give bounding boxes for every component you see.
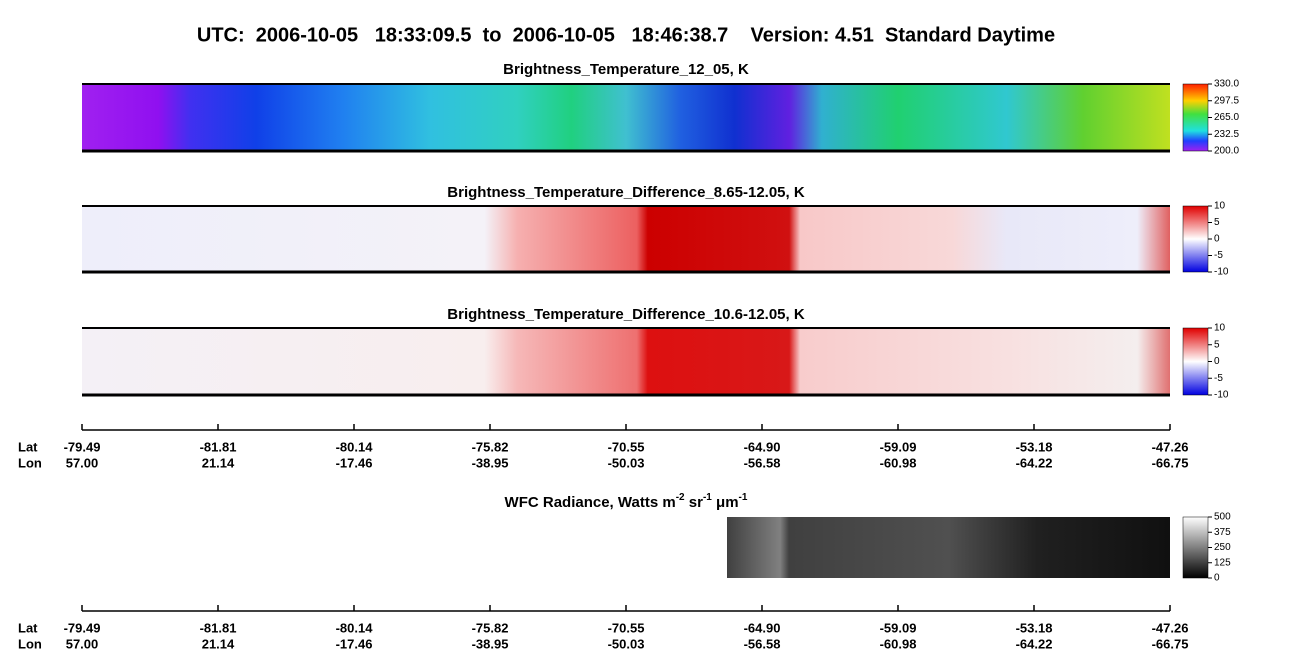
axis-label: Lat xyxy=(18,439,38,454)
colorbar-label: 500 xyxy=(1214,512,1231,523)
axis-label: Lon xyxy=(18,455,42,470)
colorbar xyxy=(1182,327,1209,396)
lon-label: -56.58 xyxy=(744,455,781,470)
colorbar-label: 10 xyxy=(1214,323,1226,334)
lon-label: -60.98 xyxy=(880,636,917,651)
page-title: UTC: 2006-10-05 18:33:09.5 to 2006-10-05… xyxy=(197,24,1055,46)
colorbar-label: -10 xyxy=(1214,390,1229,401)
lon-label: 21.14 xyxy=(202,636,235,651)
image-panel xyxy=(727,517,1170,578)
panel-title: Brightness_Temperature_Difference_8.65-1… xyxy=(447,184,805,201)
colorbar xyxy=(1182,83,1209,152)
colorbar-label: -10 xyxy=(1214,267,1229,278)
colorbar-label: 5 xyxy=(1214,217,1220,228)
colorbar-label: 250 xyxy=(1214,542,1231,553)
lat-label: -80.14 xyxy=(336,439,374,454)
image-panel xyxy=(82,328,1170,395)
colorbar xyxy=(1182,516,1209,579)
panel-title: Brightness_Temperature_Difference_10.6-1… xyxy=(447,306,805,323)
colorbar-label: 265.0 xyxy=(1214,112,1239,123)
superscript: -2 xyxy=(676,492,685,503)
axis-label: Lat xyxy=(18,620,38,635)
lon-label: 57.00 xyxy=(66,455,99,470)
lat-label: -53.18 xyxy=(1016,620,1053,635)
colorbar-label: 200.0 xyxy=(1214,146,1239,157)
superscript: -1 xyxy=(739,492,748,503)
image-panel xyxy=(82,206,1170,272)
panel-title: Brightness_Temperature_12_05, K xyxy=(503,61,749,78)
lon-label: -50.03 xyxy=(608,636,645,651)
lon-label: -60.98 xyxy=(880,455,917,470)
lon-label: 21.14 xyxy=(202,455,235,470)
lon-label: -66.75 xyxy=(1152,455,1189,470)
lat-label: -81.81 xyxy=(200,620,237,635)
lat-label: -70.55 xyxy=(608,439,645,454)
lon-label: -50.03 xyxy=(608,455,645,470)
panel-title: WFC Radiance, Watts m-2 sr-1 μm-1 xyxy=(505,492,748,511)
lon-label: -17.46 xyxy=(336,636,373,651)
lat-label: -47.26 xyxy=(1152,439,1189,454)
lat-label: -81.81 xyxy=(200,439,237,454)
lon-label: -38.95 xyxy=(472,636,509,651)
colorbar xyxy=(1182,205,1209,273)
lat-label: -75.82 xyxy=(472,620,509,635)
colorbar-label: -5 xyxy=(1214,250,1223,261)
colorbar-label: 125 xyxy=(1214,557,1231,568)
title-part: sr xyxy=(685,494,704,511)
lon-label: -38.95 xyxy=(472,455,509,470)
lon-label: -17.46 xyxy=(336,455,373,470)
colorbar-label: 232.5 xyxy=(1214,129,1239,140)
colorbar-label: 0 xyxy=(1214,234,1220,245)
lat-label: -75.82 xyxy=(472,439,509,454)
lon-label: 57.00 xyxy=(66,636,99,651)
image-panel xyxy=(82,84,1170,151)
lat-label: -59.09 xyxy=(880,620,917,635)
lat-label: -80.14 xyxy=(336,620,374,635)
lon-label: -66.75 xyxy=(1152,636,1189,651)
lon-label: -64.22 xyxy=(1016,636,1053,651)
lat-label: -47.26 xyxy=(1152,620,1189,635)
lat-label: -64.90 xyxy=(744,620,781,635)
colorbar-label: -5 xyxy=(1214,373,1223,384)
colorbar-label: 0 xyxy=(1214,356,1220,367)
colorbar-label: 10 xyxy=(1214,201,1226,212)
lat-label: -64.90 xyxy=(744,439,781,454)
superscript: -1 xyxy=(703,492,712,503)
colorbar-label: 297.5 xyxy=(1214,95,1239,106)
colorbar-label: 0 xyxy=(1214,573,1220,584)
lat-label: -79.49 xyxy=(64,439,101,454)
lat-label: -59.09 xyxy=(880,439,917,454)
title-part: μm xyxy=(712,494,739,511)
lon-label: -56.58 xyxy=(744,636,781,651)
title-part: WFC Radiance, Watts m xyxy=(505,494,676,511)
lat-label: -79.49 xyxy=(64,620,101,635)
lat-label: -53.18 xyxy=(1016,439,1053,454)
axis-label: Lon xyxy=(18,636,42,651)
lat-label: -70.55 xyxy=(608,620,645,635)
colorbar-label: 375 xyxy=(1214,527,1231,538)
colorbar-label: 5 xyxy=(1214,339,1220,350)
colorbar-label: 330.0 xyxy=(1214,79,1239,90)
lon-label: -64.22 xyxy=(1016,455,1053,470)
